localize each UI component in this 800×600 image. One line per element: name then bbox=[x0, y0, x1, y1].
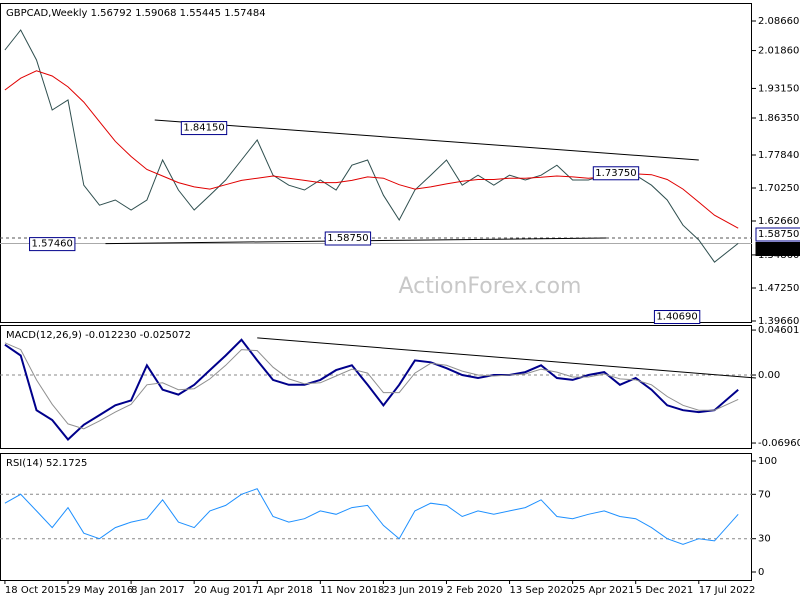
price-label: 1.57484 bbox=[758, 244, 799, 255]
trendline bbox=[257, 337, 756, 379]
y-tick-label: 0.00 bbox=[758, 370, 780, 381]
price-label: 1.73750 bbox=[595, 168, 636, 179]
trendline bbox=[154, 119, 699, 161]
x-tick-label: 8 Jan 2017 bbox=[131, 585, 185, 596]
price-label: 1.58750 bbox=[758, 229, 799, 240]
y-tick-label: 1.86350 bbox=[758, 113, 799, 124]
watermark: ActionForex.com bbox=[399, 274, 582, 299]
series-line bbox=[4, 488, 739, 545]
price-label: 1.58750 bbox=[327, 233, 368, 244]
x-tick-label: 23 Jun 2019 bbox=[383, 585, 443, 596]
y-tick-label: 1.39660 bbox=[758, 316, 799, 327]
y-tick-label: 1.77840 bbox=[758, 150, 799, 161]
panel-frame bbox=[0, 3, 752, 323]
y-tick-label: 70 bbox=[758, 489, 771, 500]
x-tick-label: 5 Dec 2021 bbox=[636, 585, 694, 596]
x-tick-label: 18 Oct 2015 bbox=[5, 585, 67, 596]
panel-title: MACD(12,26,9) -0.012230 -0.025072 bbox=[6, 330, 191, 341]
panel-title: GBPCAD,Weekly 1.56792 1.59068 1.55445 1.… bbox=[6, 8, 266, 19]
panel-frame bbox=[0, 453, 752, 581]
panel-frame bbox=[0, 325, 752, 449]
panel-title: RSI(14) 52.1725 bbox=[6, 458, 87, 469]
x-tick-label: 11 Nov 2018 bbox=[320, 585, 384, 596]
price-label: 1.40690 bbox=[656, 312, 697, 323]
x-tick-label: 20 Aug 2017 bbox=[194, 585, 258, 596]
x-tick-label: 25 Apr 2021 bbox=[573, 585, 635, 596]
price-label-box bbox=[755, 227, 800, 242]
y-tick-label: 1.70250 bbox=[758, 183, 799, 194]
series-line bbox=[4, 342, 739, 430]
x-tick-label: 2 Feb 2020 bbox=[446, 585, 502, 596]
y-tick-label: 1.47250 bbox=[758, 283, 799, 294]
x-tick-label: 1 Apr 2018 bbox=[257, 585, 312, 596]
y-tick-label: 2.08660 bbox=[758, 16, 799, 27]
y-tick-label: 30 bbox=[758, 534, 771, 545]
x-tick-label: 13 Sep 2020 bbox=[510, 585, 573, 596]
y-tick-label: 100 bbox=[758, 456, 777, 467]
y-tick-label: 0.046019 bbox=[758, 325, 800, 336]
price-label-box bbox=[755, 242, 800, 257]
series-line bbox=[4, 70, 739, 229]
price-label: 1.84150 bbox=[183, 123, 224, 134]
price-label-box bbox=[592, 166, 640, 181]
x-tick-label: 29 May 2016 bbox=[68, 585, 133, 596]
price-label-box bbox=[180, 121, 228, 136]
price-label-box bbox=[29, 237, 76, 252]
series-line bbox=[4, 29, 739, 263]
y-tick-label: 1.93150 bbox=[758, 83, 799, 94]
price-label-box bbox=[324, 231, 372, 246]
y-tick-label: 0 bbox=[758, 567, 764, 578]
y-tick-label: 1.62660 bbox=[758, 216, 799, 227]
series-line bbox=[4, 338, 739, 441]
y-tick-label: 2.01860 bbox=[758, 46, 799, 57]
y-tick-label: -0.069609 bbox=[758, 438, 800, 449]
x-tick-label: 17 Jul 2022 bbox=[699, 585, 756, 596]
price-label: 1.57460 bbox=[32, 239, 73, 250]
price-label-box bbox=[653, 310, 701, 325]
